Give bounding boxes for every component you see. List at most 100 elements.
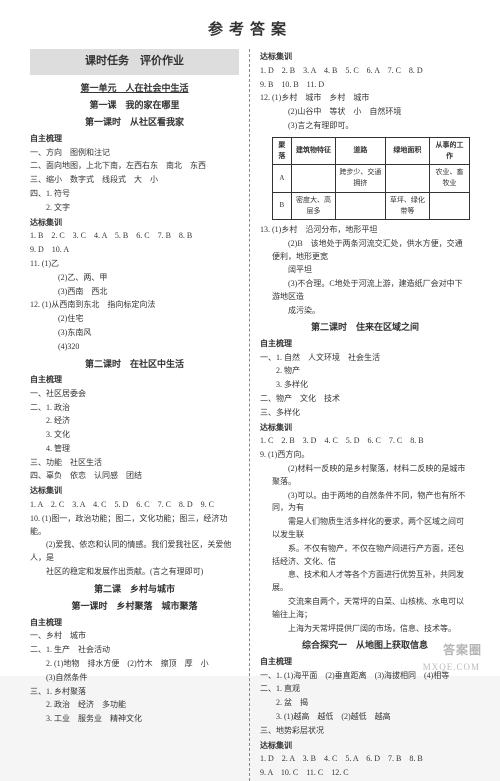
text-line: 3. 文化 — [30, 429, 239, 442]
text-line: 1. A 2. C 3. A 4. C 5. D 6. C 7. C 8. D … — [30, 499, 239, 512]
text-line: (3)自然条件 — [30, 672, 239, 685]
text-line: 3. (1)越高 越低 (2)越低 越高 — [260, 711, 470, 724]
table-row: A 跨步少、交通拥挤 农业、畜牧业 — [273, 165, 470, 192]
table-cell: 密度大、高层多 — [291, 192, 336, 219]
section-label: 自主梳理 — [30, 133, 239, 146]
text-line: (3)不合理。C地处于河流上游，建造纸厂会对中下游地区造 — [260, 278, 470, 304]
table-cell — [385, 165, 430, 192]
table-cell: 农业、畜牧业 — [430, 165, 470, 192]
text-line: 9. B 10. B 11. D — [260, 79, 470, 92]
text-line: 9. A 10. C 11. C 12. C — [260, 767, 470, 780]
text-line: 2. 文字 — [30, 202, 239, 215]
text-line: 2. 物产 — [260, 365, 470, 378]
text-line: 1. D 2. B 3. A 4. B 5. C 6. A 7. C 8. D — [260, 65, 470, 78]
unit-heading: 第一单元 人在社会中生活 — [30, 81, 239, 95]
table-header: 道路 — [336, 137, 385, 164]
period-heading: 综合探究一 从地图上获取信息 — [260, 638, 470, 652]
table-header: 聚落 — [273, 137, 292, 164]
text-line: 四、辜负 依恋 认同感 团结 — [30, 470, 239, 483]
text-line: (3)东南风 — [30, 327, 239, 340]
table-cell — [430, 192, 470, 219]
text-line: 9. D 10. A — [30, 244, 239, 257]
section-label: 自主梳理 — [30, 374, 239, 387]
watermark-url: MXQE.COM — [423, 662, 480, 672]
text-line: 2. 经济 — [30, 415, 239, 428]
text-line: 2. 盆 揭 — [260, 697, 470, 710]
text-line: (2)住宅 — [30, 313, 239, 326]
section-label: 达标集训 — [260, 51, 470, 64]
text-line: 四、1. 符号 — [30, 188, 239, 201]
text-line: 二、1. 生产 社会活动 — [30, 644, 239, 657]
table-header: 绿地面积 — [385, 137, 430, 164]
text-line: 13. (1)乡村 沿河分布，地形平坦 — [260, 224, 470, 237]
lesson-heading: 第二课 乡村与城市 — [30, 582, 239, 596]
text-line: 一、1. 自然 人文环境 社会生活 — [260, 352, 470, 365]
text-line: 需是人们物质生活多样化的要求，两个区域之间可以发生联 — [260, 516, 470, 542]
text-line: 一、方向 图例和注记 — [30, 147, 239, 160]
text-line: 社区的稳定和发展作出贡献。(言之有理即可) — [30, 566, 239, 579]
text-line: (4)320 — [30, 341, 239, 354]
watermark-text: 答案圈 — [443, 641, 482, 658]
text-line: 4. 管理 — [30, 443, 239, 456]
period-heading: 第二课时 在社区中生活 — [30, 357, 239, 371]
text-line: 10. (1)图一，政治功能；图二，文化功能；图三，经济功能。 — [30, 513, 239, 539]
period-heading: 第二课时 住来在区域之间 — [260, 320, 470, 334]
lesson-heading: 第一课 我的家在哪里 — [30, 98, 239, 112]
section-label: 达标集训 — [260, 422, 470, 435]
text-line: (3)西南 西北 — [30, 286, 239, 299]
section-banner: 课时任务 评价作业 — [30, 49, 239, 75]
text-line: (3)言之有理即可。 — [260, 120, 470, 133]
table-cell — [291, 165, 336, 192]
comparison-table: 聚落 建筑物特征 道路 绿地面积 从事的工作 A 跨步少、交通拥挤 农业、畜牧业… — [272, 137, 470, 220]
text-line: 12. (1)从西南到东北 指向标定向法 — [30, 299, 239, 312]
period-heading: 第一课时 从社区看我家 — [30, 115, 239, 129]
text-line: 11. (1)乙 — [30, 258, 239, 271]
section-label: 达标集训 — [30, 485, 239, 498]
text-line: 二、面向地图，上北下南，左西右东 南北 东西 — [30, 160, 239, 173]
text-line: 交流来自两个，天常坪的白菜、山核桃、水电可以输往上海； — [260, 596, 470, 622]
left-column: 课时任务 评价作业 第一单元 人在社会中生活 第一课 我的家在哪里 第一课时 从… — [24, 49, 250, 781]
section-label: 达标集训 — [260, 740, 470, 753]
text-line: 9. (1)西方向。 — [260, 449, 470, 462]
table-cell: B — [273, 192, 292, 219]
text-line: (2)材料一反映的是乡村聚落，材料二反映的是城市聚落。 — [260, 463, 470, 489]
section-label: 达标集训 — [30, 217, 239, 230]
text-line: 系。不仅有物产，不仅在物产间进行产方面，还包括经济、文化、信 — [260, 543, 470, 569]
text-line: (2)爱我、依恋和认同的情感。我们爱我社区，关爱他人，是 — [30, 539, 239, 565]
text-line: 三、1. 乡村聚落 — [30, 686, 239, 699]
text-line: 成污染。 — [260, 305, 470, 318]
text-line: 3. 多样化 — [260, 379, 470, 392]
text-line: 2. (1)地物 排水方便 (2)竹木 擦顶 厚 小 — [30, 658, 239, 671]
text-line: 二、1. 直观 — [260, 683, 470, 696]
section-label: 自主梳理 — [260, 338, 470, 351]
text-line: 一、社区居委会 — [30, 388, 239, 401]
table-header: 建筑物特征 — [291, 137, 336, 164]
text-line: 息、技术和人才等各个方面进行优势互补，共同发展。 — [260, 569, 470, 595]
text-line: 三、多样化 — [260, 407, 470, 420]
table-cell: A — [273, 165, 292, 192]
text-line: (2)乙、两、甲 — [30, 272, 239, 285]
text-line: 三、地势彩层状况 — [260, 725, 470, 738]
text-line: 一、乡村 城市 — [30, 630, 239, 643]
text-line: (2)山谷中 等状 小 自然环境 — [260, 106, 470, 119]
period-heading: 第一课时 乡村聚落 城市聚落 — [30, 599, 239, 613]
section-label: 自主梳理 — [30, 617, 239, 630]
text-line: 12. (1)乡村 城市 乡村 城市 — [260, 92, 470, 105]
text-line: 二、1. 政治 — [30, 402, 239, 415]
text-line: (3)可以。由于两地的自然条件不同，物产也有所不同，为有 — [260, 490, 470, 516]
table-cell: 草坪、绿化带等 — [385, 192, 430, 219]
text-line: 三、功能 社区生活 — [30, 457, 239, 470]
text-line: 上海为天常坪提供厂阔的市场，信息、技术等。 — [260, 623, 470, 636]
text-line: 1. B 2. C 3. C 4. A 5. B 6. C 7. B 8. B — [30, 230, 239, 243]
text-line: (2)B 该地处于两条河流交汇处，供水方便，交通便利，地形更宽 — [260, 238, 470, 264]
text-line: 二、物产 文化 技术 — [260, 393, 470, 406]
text-line: 3. 工业 服务业 精神文化 — [30, 713, 239, 726]
page-title: 参考答案 — [24, 18, 476, 39]
two-columns: 课时任务 评价作业 第一单元 人在社会中生活 第一课 我的家在哪里 第一课时 从… — [24, 49, 476, 781]
text-line: 2. 政治 经济 多功能 — [30, 699, 239, 712]
table-cell — [336, 192, 385, 219]
text-line: 1. D 2. A 3. B 4. C 5. A 6. D 7. B 8. B — [260, 753, 470, 766]
text-line: 阔平坦 — [260, 264, 470, 277]
table-header: 从事的工作 — [430, 137, 470, 164]
text-line: 三、缩小 数字式 线段式 大 小 — [30, 174, 239, 187]
